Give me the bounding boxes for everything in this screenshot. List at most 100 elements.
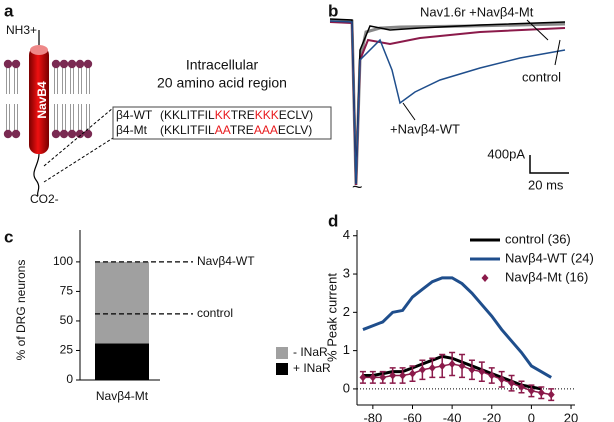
- sequences: β4-WT (KKLITFILKKTREKKKECLV) β4-Mt (KKLITFI…: [116, 108, 313, 137]
- lipid-head: [11, 129, 21, 139]
- lipid-head: [75, 129, 85, 139]
- lipid-head: [67, 59, 77, 69]
- y-tick-label: 2: [343, 304, 350, 319]
- marker: [389, 371, 397, 380]
- y-tick-label: 50: [60, 313, 74, 327]
- pointer: [526, 19, 549, 41]
- y-tick-label: 75: [60, 284, 74, 298]
- trace-label: +Navβ4-WT: [390, 121, 460, 136]
- panel-letter: a: [4, 1, 14, 20]
- scale-label: 20 ms: [528, 177, 564, 192]
- bar-segment: [95, 343, 149, 380]
- sequence-segment: TRE: [231, 108, 255, 122]
- lipid-head: [59, 129, 69, 139]
- sequence: (KKLITFILAATREAAAECLV): [160, 123, 312, 137]
- sequence-segment: KKK: [255, 108, 279, 122]
- y-tick-label: 0: [343, 380, 350, 395]
- sequence-segment: KK: [215, 108, 231, 122]
- marker: [537, 388, 545, 397]
- sequence-segment: ECLV): [279, 108, 313, 122]
- y-tick-label: 4: [343, 227, 350, 242]
- y-axis-label: % of DRG neurons: [14, 260, 28, 361]
- marker: [399, 371, 407, 380]
- sequence-segment: (KKLITFIL: [160, 123, 215, 137]
- marker: [517, 383, 525, 392]
- legend-label: + INaR: [293, 361, 331, 375]
- reference-label: Navβ4-WT: [197, 254, 255, 268]
- protein-label: NavB4: [35, 81, 49, 119]
- trace-label: Nav1.6r +Navβ4-Mt: [420, 4, 534, 19]
- marker: [359, 373, 367, 382]
- scale-label: 400pA: [487, 146, 525, 161]
- x-tick-label: -40: [443, 410, 462, 422]
- marker: [448, 360, 456, 369]
- series-line: [362, 276, 552, 379]
- c-terminus: CO2-: [30, 192, 59, 206]
- legend-swatch: [276, 363, 288, 375]
- channel-top: [30, 45, 48, 55]
- lipid-head: [51, 59, 61, 69]
- bar-segment: [95, 261, 149, 344]
- marker: [468, 365, 476, 374]
- marker: [369, 373, 377, 382]
- marker: [379, 373, 387, 382]
- marker: [527, 386, 535, 395]
- n-terminus: NH3+: [6, 23, 37, 37]
- lipid-head: [3, 59, 13, 69]
- sequence-segment: (KKLITFIL: [160, 108, 215, 122]
- lipid-head: [83, 59, 93, 69]
- legend-label: control (36): [505, 231, 571, 246]
- lipid-head: [75, 59, 85, 69]
- marker: [418, 365, 426, 374]
- legend-label: Navβ4-Mt (16): [505, 269, 588, 284]
- panel-letter: c: [4, 227, 13, 246]
- panel-letter: d: [328, 211, 338, 230]
- y-axis-label: % Peak current: [324, 273, 339, 362]
- sequence-name: β4-WT: [116, 108, 153, 122]
- trace-label: control: [522, 69, 561, 84]
- y-tick-label: 0: [66, 372, 73, 386]
- x-tick-label: 20: [564, 410, 578, 422]
- series-line: [362, 363, 552, 396]
- marker: [408, 369, 416, 378]
- region-title: Intracellular: [186, 57, 259, 73]
- panel-b: b ~ Nav1.6r +Navβ4-Mt control +Navβ4-WT …: [328, 1, 569, 197]
- lipid-head: [83, 129, 93, 139]
- marker: [438, 361, 446, 370]
- lipid-head: [67, 129, 77, 139]
- sequence-segment: TRE: [230, 123, 254, 137]
- lipid-head: [59, 59, 69, 69]
- legend-label: Navβ4-WT (24): [505, 250, 594, 265]
- zoom-line: [43, 137, 114, 183]
- y-tick-label: 100: [53, 254, 73, 268]
- marker: [478, 367, 486, 376]
- panel-a: a NH3+ NavB4 CO2- Intracellular 20 amino…: [3, 1, 332, 206]
- y-tick-label: 3: [343, 265, 350, 280]
- channel: [29, 46, 49, 154]
- x-tick-label: -60: [403, 410, 422, 422]
- scale-bar: [529, 155, 569, 174]
- marker: [547, 390, 555, 399]
- marker: [498, 375, 506, 384]
- x-tick-label: 0: [528, 410, 535, 422]
- legend-marker: [481, 274, 489, 282]
- sequence-segment: ECLV): [278, 123, 312, 137]
- x-tick-label: -20: [482, 410, 501, 422]
- panel-letter: b: [328, 1, 338, 20]
- pointer: [554, 39, 561, 66]
- sequence-segment: AA: [215, 123, 231, 137]
- marker: [508, 379, 516, 388]
- x-tick-label: -80: [363, 410, 382, 422]
- legend-label: - INaR: [293, 345, 328, 359]
- lipid-head: [3, 129, 13, 139]
- pointer: [402, 102, 416, 121]
- sequence: (KKLITFILKKTREKKKECLV): [160, 108, 313, 122]
- legend-swatch: [276, 347, 288, 359]
- break-mark: ~: [352, 177, 363, 197]
- marker: [488, 371, 496, 380]
- trace-wt: [329, 20, 566, 185]
- x-tick-label: Navβ4-Mt: [96, 389, 149, 403]
- lipid-head: [51, 129, 61, 139]
